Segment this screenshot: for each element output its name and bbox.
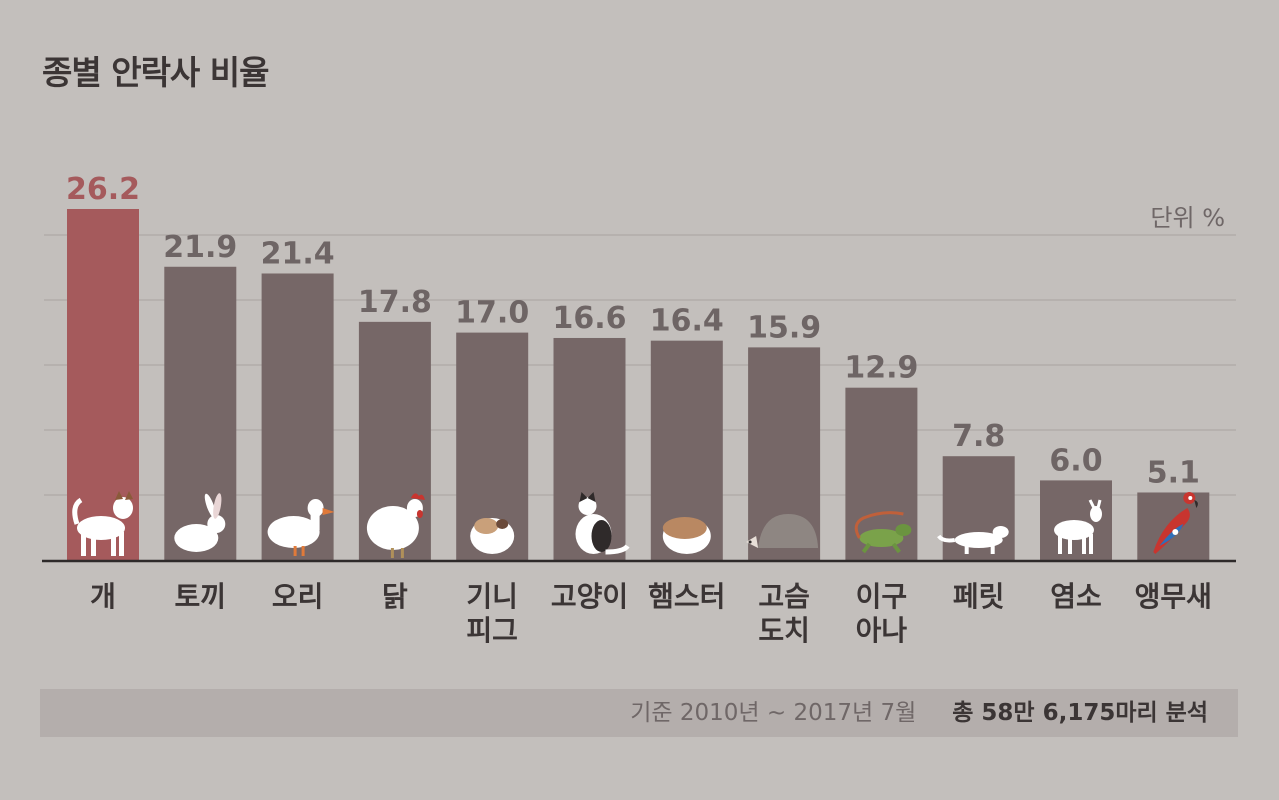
gridlines — [44, 234, 1236, 496]
category-label: 페릿 — [953, 580, 1005, 613]
hedgehog-icon — [746, 514, 819, 548]
hamster-icon — [662, 517, 711, 554]
value-label: 15.9 — [747, 310, 821, 345]
category-label: 토끼 — [175, 580, 227, 613]
category-label: 개 — [90, 580, 116, 613]
iguana-icon — [854, 511, 912, 554]
ferret-icon — [937, 526, 1009, 554]
guinea-pig-icon — [470, 518, 515, 554]
category-label: 닭 — [382, 580, 408, 613]
category-label: 기니 피그 — [466, 580, 518, 647]
duck-icon — [267, 499, 335, 556]
value-label: 6.0 — [1049, 443, 1102, 478]
chart-title: 종별 안락사 비율 — [42, 53, 269, 92]
value-label: 21.9 — [163, 230, 237, 265]
bar — [164, 266, 237, 561]
rabbit-icon — [174, 493, 226, 552]
footer-period: 기준 2010년 ~ 2017년 7월 — [630, 700, 917, 726]
dog-icon — [72, 491, 133, 556]
category-label: 햄스터 — [648, 580, 725, 613]
unit-label: 단위 % — [1150, 204, 1225, 232]
value-label: 26.2 — [66, 172, 140, 207]
category-label: 염소 — [1050, 580, 1102, 613]
footer-text: 기준 2010년 ~ 2017년 7월 총 58만 6,175마리 분석 — [630, 689, 1208, 737]
value-label: 16.4 — [650, 304, 724, 339]
value-label: 21.4 — [261, 236, 335, 271]
value-label: 17.0 — [455, 296, 529, 331]
category-label: 고양이 — [551, 580, 628, 613]
category-label: 고슴 도치 — [758, 580, 810, 647]
chicken-icon — [366, 493, 425, 558]
goat-icon — [1054, 499, 1102, 554]
parrot-icon — [1153, 492, 1198, 554]
footer-bar: 기준 2010년 ~ 2017년 7월 총 58만 6,175마리 분석 — [40, 689, 1238, 737]
category-label: 이구 아나 — [856, 580, 908, 647]
value-label: 5.1 — [1147, 455, 1200, 490]
cat-icon — [575, 492, 630, 555]
category-label: 앵무새 — [1135, 580, 1212, 613]
value-label: 16.6 — [552, 301, 626, 336]
value-label: 7.8 — [952, 419, 1005, 454]
footer-total: 총 58만 6,175마리 분석 — [952, 700, 1208, 726]
category-label: 오리 — [272, 580, 324, 613]
value-label: 17.8 — [358, 285, 432, 320]
value-label: 12.9 — [844, 351, 918, 386]
